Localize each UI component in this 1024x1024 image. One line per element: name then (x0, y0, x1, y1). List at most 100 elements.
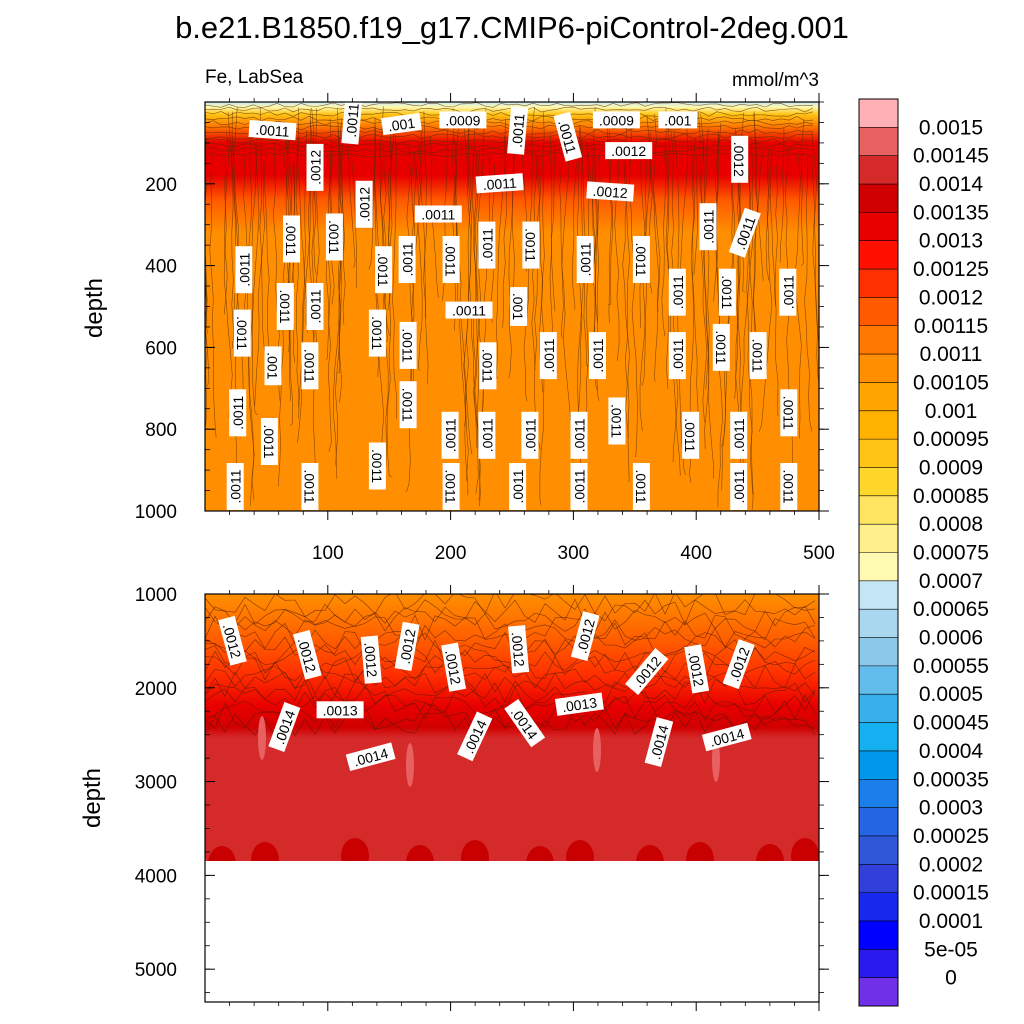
contour-line (205, 655, 816, 682)
contour-label: .0011 (608, 397, 626, 445)
contour-label: .0011 (441, 411, 459, 459)
contour-label-text: .0011 (400, 242, 416, 276)
contour-label-text: .0011 (572, 469, 588, 503)
lower-depth-axis-label: depth (79, 768, 106, 828)
colorbar-swatch (859, 835, 898, 865)
contour-blob (461, 840, 489, 861)
colorbar-label: 0.0005 (919, 683, 983, 706)
contour-blob (566, 840, 594, 861)
contour-blob (406, 743, 414, 787)
contour-line (205, 161, 208, 335)
contour-line (454, 139, 469, 481)
contour-line (623, 162, 630, 439)
contour-label: .0011 (368, 309, 386, 357)
contour-line (386, 139, 392, 478)
contour-line (205, 142, 813, 149)
colorbar-label: 0.0013 (919, 230, 983, 253)
colorbar-swatch (859, 127, 898, 157)
contour-label-text: .0011 (509, 113, 528, 148)
lower-panel: .0012.0012.0012.0012.0012.0012.0012.0012… (135, 585, 829, 1011)
contour-line (205, 124, 814, 131)
contour-label-text: .0011 (236, 252, 252, 286)
contour-line (752, 111, 758, 345)
contour-label: .0011 (779, 268, 797, 316)
contour-label: .0011 (260, 418, 278, 465)
y-tick-label: 400 (145, 257, 177, 278)
colorbar-swatch (859, 552, 898, 582)
contour-label: .0012 (394, 621, 420, 672)
contour-label-text: .0011 (369, 449, 385, 483)
colorbar-swatch (859, 750, 898, 780)
colorbar-label: 0.00125 (913, 258, 989, 281)
contour-line (392, 131, 397, 420)
contour-label-text: .001 (510, 293, 526, 320)
contour-label-text: .0011 (780, 396, 796, 430)
contour-line (551, 143, 556, 312)
contour-label-text: .0011 (522, 418, 538, 452)
colorbar-label: 0.0001 (919, 910, 983, 933)
contour-label-text: .0011 (228, 469, 244, 503)
contour-label: .0011 (521, 411, 539, 459)
contour-label: .0012 (605, 142, 653, 160)
contour-label-text: .0011 (510, 469, 526, 503)
contour-blob (636, 845, 664, 861)
contour-line (350, 153, 358, 288)
contour-line (417, 127, 423, 371)
contour-label-text: .0011 (682, 418, 698, 452)
contour-label-text: .0011 (443, 418, 459, 452)
colorbar-swatch (859, 155, 898, 185)
contour-blob (526, 846, 554, 861)
colorbar-swatch (859, 864, 898, 894)
y-tick-label: 200 (145, 175, 177, 196)
contour-blob (341, 838, 369, 861)
contour-line (534, 150, 541, 451)
contour-blob (208, 846, 236, 861)
colorbar-swatch (859, 637, 898, 667)
contour-label-text: .0012 (611, 143, 646, 159)
contour-label: .0011 (478, 221, 496, 269)
contour-line (205, 129, 814, 135)
contour-label-text: .0011 (400, 388, 416, 422)
contour-label-text: .0011 (283, 222, 299, 256)
contour-label: .0013 (554, 692, 604, 716)
contour-label-text: .0011 (590, 338, 606, 372)
contour-label-text: .0011 (400, 328, 416, 362)
contour-label: .0012 (508, 625, 530, 674)
contour-label: .0011 (589, 332, 606, 380)
contour-line (205, 115, 814, 122)
colorbar-label: 0.0002 (919, 853, 983, 876)
contour-label-text: .0011 (255, 121, 290, 139)
contour-label-text: .0011 (750, 339, 766, 373)
contour-line (223, 131, 230, 315)
contour-label-text: .0011 (719, 275, 735, 309)
contour-label: .001 (264, 346, 282, 386)
colorbar-swatch (859, 807, 898, 837)
colorbar-label: 0.0012 (919, 286, 983, 309)
contour-label: .0011 (375, 246, 393, 294)
contour-label: .0011 (682, 411, 700, 459)
y-tick-label: 4000 (135, 866, 177, 887)
contour-blob (686, 842, 714, 861)
contour-label: .0011 (570, 463, 588, 510)
contour-label-text: .0011 (301, 470, 317, 504)
contour-line (502, 118, 507, 328)
contour-label: .0009 (592, 111, 640, 129)
y-tick-label: 2000 (135, 679, 177, 700)
contour-label-text: .0011 (230, 396, 246, 430)
contour-line (373, 127, 385, 465)
colorbar-label: 0.0008 (919, 513, 983, 536)
contour-label: .0011 (478, 411, 496, 459)
upper-panel: .0011 .0011 .001 .0009 .0011 .0011 .0009 .001 .0… (135, 93, 835, 564)
contour-label: .0011 (233, 309, 251, 357)
contour-label-text: .0012 (509, 631, 528, 668)
colorbar-label: 0.0015 (919, 116, 983, 139)
contour-line (205, 710, 816, 737)
colorbar-swatch (859, 949, 898, 979)
contour-blob (251, 842, 279, 861)
colorbar-swatch (859, 184, 898, 213)
contour-label-text: .0012 (361, 642, 380, 679)
colorbar-label: 0.0009 (919, 456, 983, 479)
colorbar-swatch (859, 99, 898, 128)
contour-line (811, 132, 819, 384)
colorbar-label: 0.00025 (913, 825, 989, 848)
